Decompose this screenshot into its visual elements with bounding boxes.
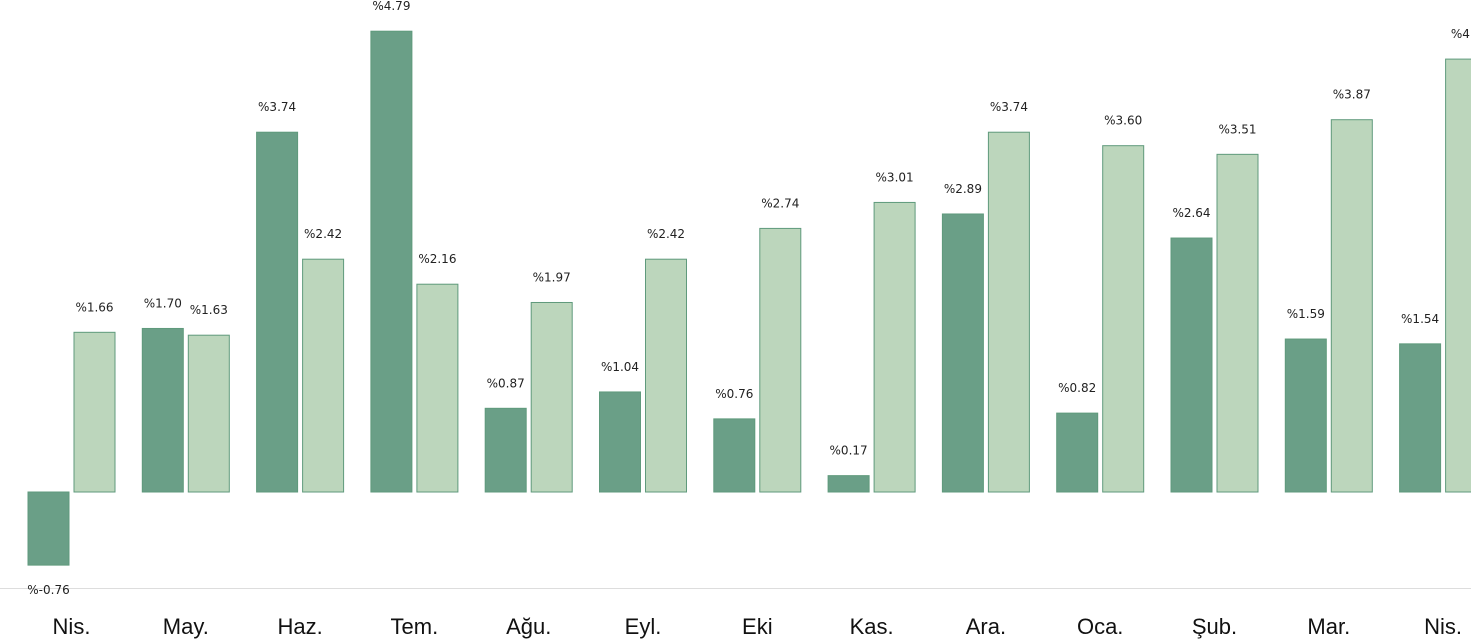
value-label-series2-2: %1.63	[190, 303, 228, 317]
value-label-series1-10: %0.82	[1058, 381, 1096, 395]
category-label-2: May.	[163, 614, 209, 639]
bar-series1-10	[1056, 412, 1099, 493]
category-label-11: Şub.	[1192, 614, 1237, 639]
value-label-series2-9: %3.74	[990, 100, 1028, 114]
category-label-1: Nis.	[53, 614, 91, 639]
value-label-series1-6: %1.04	[601, 360, 639, 374]
bar-series2-7	[759, 227, 802, 493]
bar-series1-6	[599, 391, 641, 493]
value-label-series1-8: %0.17	[830, 444, 868, 458]
bar-series1-8	[827, 475, 870, 493]
bar-series1-2	[141, 327, 184, 493]
bar-series2-9	[987, 131, 1030, 493]
bar-series1-11	[1170, 237, 1213, 493]
value-label-series1-4: %4.79	[372, 0, 410, 13]
value-label-series1-5: %0.87	[487, 376, 525, 390]
value-label-series1-7: %0.76	[715, 387, 753, 401]
category-label-8: Kas.	[850, 614, 894, 639]
value-label-series2-10: %3.60	[1104, 114, 1142, 128]
value-label-series2-13: %4.5	[1451, 27, 1471, 41]
value-label-series2-11: %3.51	[1218, 122, 1256, 136]
category-label-5: Ağu.	[506, 614, 551, 639]
value-label-series2-6: %2.42	[647, 227, 685, 241]
value-label-series2-1: %1.66	[75, 300, 113, 314]
value-label-series1-12: %1.59	[1287, 307, 1325, 321]
bar-series1-1	[27, 491, 70, 566]
bar-series1-4	[370, 30, 413, 493]
bar-series1-12	[1284, 338, 1327, 493]
bar-series2-3	[302, 258, 345, 493]
bar-series1-3	[256, 131, 299, 493]
value-label-series2-7: %2.74	[761, 196, 799, 210]
category-label-4: Tem.	[391, 614, 439, 639]
value-label-series2-4: %2.16	[418, 252, 456, 266]
category-label-7: Eki	[742, 614, 773, 639]
value-label-series2-12: %3.87	[1333, 88, 1371, 102]
bar-series2-12	[1330, 119, 1373, 493]
bar-series1-9	[941, 213, 984, 493]
bar-series2-10	[1102, 145, 1145, 493]
bar-series2-2	[187, 334, 230, 493]
value-label-series1-13: %1.54	[1401, 312, 1439, 326]
bar-series1-5	[484, 407, 527, 493]
category-label-3: Haz.	[277, 614, 322, 639]
category-label-12: Mar.	[1307, 614, 1350, 639]
bar-series2-1	[73, 331, 116, 493]
bar-series2-4	[416, 283, 459, 493]
category-label-9: Ara.	[966, 614, 1006, 639]
value-label-series2-8: %3.01	[876, 170, 914, 184]
bar-series1-13	[1399, 343, 1442, 493]
bar-series1-7	[713, 418, 756, 493]
bar-series2-8	[873, 201, 916, 493]
bar-series2-13	[1445, 58, 1471, 493]
bar-series2-5	[530, 301, 573, 493]
value-label-series1-9: %2.89	[944, 182, 982, 196]
value-label-series2-5: %1.97	[533, 270, 571, 284]
category-label-13: Nis.	[1424, 614, 1462, 639]
value-label-series1-2: %1.70	[144, 296, 182, 310]
value-label-series1-1: %-0.76	[27, 583, 69, 597]
value-label-series1-11: %2.64	[1172, 206, 1210, 220]
value-label-series2-3: %2.42	[304, 227, 342, 241]
value-label-series1-3: %3.74	[258, 100, 296, 114]
bar-series2-11	[1216, 153, 1259, 493]
bar-series2-6	[645, 258, 687, 493]
category-label-6: Eyl.	[625, 614, 662, 639]
category-label-10: Oca.	[1077, 614, 1123, 639]
